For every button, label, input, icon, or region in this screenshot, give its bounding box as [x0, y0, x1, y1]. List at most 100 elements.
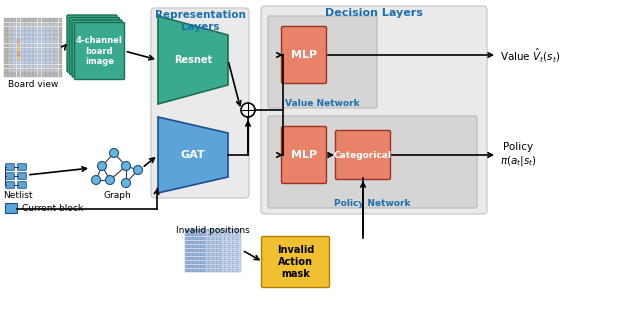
Bar — [12, 44, 16, 47]
Bar — [38, 73, 42, 77]
Circle shape — [92, 175, 100, 184]
Text: Categorical: Categorical — [334, 150, 392, 159]
Bar — [12, 18, 16, 22]
Bar — [25, 48, 29, 51]
FancyBboxPatch shape — [262, 236, 330, 287]
Bar — [59, 73, 63, 77]
Bar — [17, 48, 20, 51]
FancyBboxPatch shape — [74, 22, 125, 80]
Bar — [213, 248, 216, 252]
Bar — [46, 39, 50, 43]
Circle shape — [241, 103, 255, 117]
Text: 4-channel
board
image: 4-channel board image — [76, 36, 123, 66]
Bar — [20, 27, 24, 31]
Bar — [46, 69, 50, 73]
Bar — [59, 61, 63, 64]
Bar — [213, 241, 216, 244]
Bar — [25, 31, 29, 35]
Bar — [17, 48, 20, 51]
Bar — [17, 56, 20, 60]
Bar — [46, 61, 50, 64]
Bar — [233, 261, 237, 264]
Bar — [46, 44, 50, 47]
Bar — [229, 228, 232, 232]
Bar — [38, 52, 42, 56]
Bar — [25, 35, 29, 39]
Bar — [12, 31, 16, 35]
Bar — [38, 27, 42, 31]
Bar — [59, 31, 63, 35]
Bar — [201, 261, 205, 264]
Bar — [33, 31, 37, 35]
Circle shape — [109, 149, 118, 158]
Bar — [46, 56, 50, 60]
Bar — [233, 248, 237, 252]
Bar — [29, 52, 33, 56]
Bar — [12, 39, 16, 43]
Bar — [217, 236, 221, 240]
Bar — [12, 65, 16, 68]
Bar — [29, 44, 33, 47]
Bar — [201, 252, 205, 256]
Bar — [20, 35, 24, 39]
Circle shape — [97, 162, 106, 170]
Bar — [17, 31, 20, 35]
Bar — [237, 245, 241, 248]
Bar — [29, 48, 33, 51]
Bar — [237, 232, 241, 236]
Bar — [42, 18, 45, 22]
Bar — [8, 31, 12, 35]
Text: Policy Network: Policy Network — [334, 199, 411, 208]
Bar — [201, 232, 205, 236]
Bar — [213, 232, 216, 236]
Bar — [42, 48, 45, 51]
Bar — [229, 252, 232, 256]
Bar — [54, 61, 58, 64]
Bar — [197, 232, 200, 236]
Bar — [189, 245, 193, 248]
Bar — [209, 232, 212, 236]
Bar — [209, 265, 212, 268]
FancyBboxPatch shape — [6, 164, 14, 170]
FancyBboxPatch shape — [268, 16, 377, 108]
Bar — [229, 256, 232, 260]
Bar — [201, 265, 205, 268]
Bar — [59, 65, 63, 68]
Text: MLP: MLP — [291, 150, 317, 160]
Bar — [237, 228, 241, 232]
Bar — [50, 48, 54, 51]
FancyBboxPatch shape — [67, 15, 117, 72]
Bar — [197, 256, 200, 260]
Bar — [8, 18, 12, 22]
Text: Invalid positions: Invalid positions — [176, 226, 250, 235]
Bar — [20, 56, 24, 60]
Bar — [221, 245, 225, 248]
Bar — [189, 252, 193, 256]
Text: Value Network: Value Network — [285, 99, 360, 108]
Bar — [29, 56, 33, 60]
FancyBboxPatch shape — [6, 182, 14, 188]
Bar — [209, 245, 212, 248]
Bar — [4, 73, 8, 77]
Bar — [50, 65, 54, 68]
Bar — [8, 22, 12, 27]
Bar — [193, 245, 196, 248]
Bar — [38, 56, 42, 60]
Bar — [4, 22, 8, 27]
Bar — [185, 256, 189, 260]
Bar — [229, 265, 232, 268]
Bar — [17, 35, 20, 39]
Bar — [59, 48, 63, 51]
Bar — [25, 61, 29, 64]
Bar — [225, 245, 228, 248]
Bar — [33, 73, 37, 77]
Bar — [221, 252, 225, 256]
FancyBboxPatch shape — [282, 27, 326, 84]
Bar — [42, 44, 45, 47]
Bar — [29, 35, 33, 39]
Bar — [4, 31, 8, 35]
Bar — [20, 48, 24, 51]
Bar — [197, 228, 200, 232]
Bar — [59, 35, 63, 39]
Bar — [233, 265, 237, 268]
